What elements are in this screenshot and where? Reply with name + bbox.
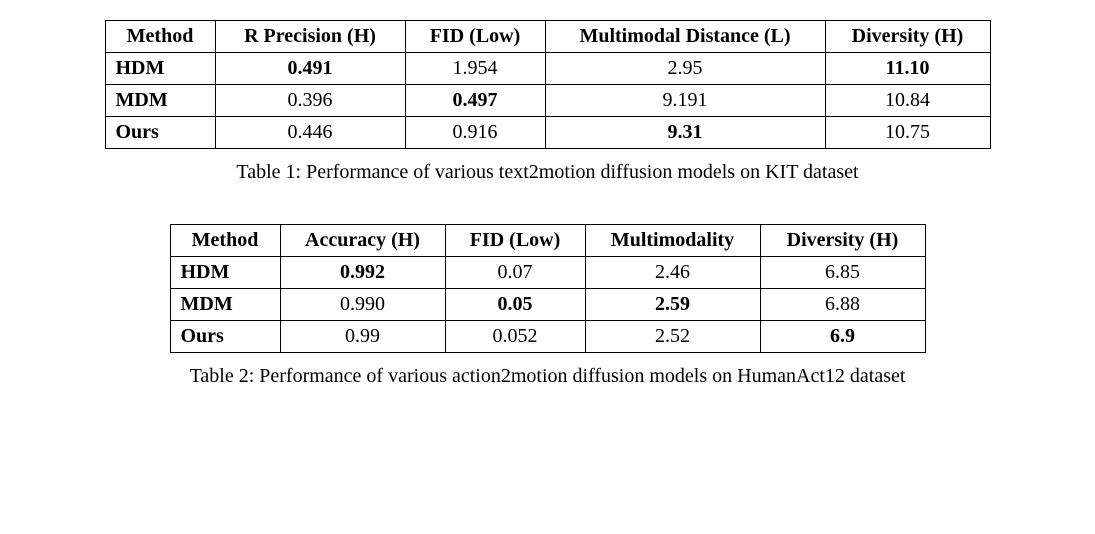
method-cell: Ours — [170, 321, 280, 353]
table-2-col-4: Diversity (H) — [760, 225, 925, 257]
table-1-header-row: Method R Precision (H) FID (Low) Multimo… — [105, 21, 990, 53]
value-cell: 0.992 — [280, 257, 445, 289]
value-cell: 0.07 — [445, 257, 585, 289]
value-cell: 0.396 — [215, 85, 405, 117]
method-cell: MDM — [105, 85, 215, 117]
table-row: MDM 0.396 0.497 9.191 10.84 — [105, 85, 990, 117]
table-1-col-3: Multimodal Distance (L) — [545, 21, 825, 53]
value-cell: 0.99 — [280, 321, 445, 353]
table-row: Ours 0.446 0.916 9.31 10.75 — [105, 117, 990, 149]
value-cell: 9.191 — [545, 85, 825, 117]
table-2-col-2: FID (Low) — [445, 225, 585, 257]
table-row: HDM 0.992 0.07 2.46 6.85 — [170, 257, 925, 289]
method-cell: HDM — [105, 53, 215, 85]
value-cell: 6.9 — [760, 321, 925, 353]
table-1: Method R Precision (H) FID (Low) Multimo… — [105, 20, 991, 149]
table-2-wrap: Method Accuracy (H) FID (Low) Multimodal… — [30, 224, 1065, 388]
method-cell: Ours — [105, 117, 215, 149]
method-cell: MDM — [170, 289, 280, 321]
value-cell: 0.916 — [405, 117, 545, 149]
table-1-col-1: R Precision (H) — [215, 21, 405, 53]
table-1-wrap: Method R Precision (H) FID (Low) Multimo… — [30, 20, 1065, 184]
value-cell: 11.10 — [825, 53, 990, 85]
table-2-col-1: Accuracy (H) — [280, 225, 445, 257]
value-cell: 0.05 — [445, 289, 585, 321]
value-cell: 0.446 — [215, 117, 405, 149]
table-2-caption: Table 2: Performance of various action2m… — [30, 365, 1065, 388]
table-row: Ours 0.99 0.052 2.52 6.9 — [170, 321, 925, 353]
value-cell: 9.31 — [545, 117, 825, 149]
value-cell: 1.954 — [405, 53, 545, 85]
table-2-body: HDM 0.992 0.07 2.46 6.85 MDM 0.990 0.05 … — [170, 257, 925, 353]
table-1-col-2: FID (Low) — [405, 21, 545, 53]
value-cell: 6.88 — [760, 289, 925, 321]
value-cell: 0.990 — [280, 289, 445, 321]
value-cell: 0.491 — [215, 53, 405, 85]
value-cell: 2.95 — [545, 53, 825, 85]
table-row: MDM 0.990 0.05 2.59 6.88 — [170, 289, 925, 321]
value-cell: 0.497 — [405, 85, 545, 117]
value-cell: 2.52 — [585, 321, 760, 353]
method-cell: HDM — [170, 257, 280, 289]
value-cell: 10.84 — [825, 85, 990, 117]
value-cell: 6.85 — [760, 257, 925, 289]
table-2-header-row: Method Accuracy (H) FID (Low) Multimodal… — [170, 225, 925, 257]
table-1-caption: Table 1: Performance of various text2mot… — [30, 161, 1065, 184]
value-cell: 10.75 — [825, 117, 990, 149]
table-2-col-3: Multimodality — [585, 225, 760, 257]
value-cell: 0.052 — [445, 321, 585, 353]
value-cell: 2.46 — [585, 257, 760, 289]
table-2-col-0: Method — [170, 225, 280, 257]
table-1-col-4: Diversity (H) — [825, 21, 990, 53]
table-2: Method Accuracy (H) FID (Low) Multimodal… — [170, 224, 926, 353]
value-cell: 2.59 — [585, 289, 760, 321]
table-1-col-0: Method — [105, 21, 215, 53]
table-row: HDM 0.491 1.954 2.95 11.10 — [105, 53, 990, 85]
table-1-body: HDM 0.491 1.954 2.95 11.10 MDM 0.396 0.4… — [105, 53, 990, 149]
